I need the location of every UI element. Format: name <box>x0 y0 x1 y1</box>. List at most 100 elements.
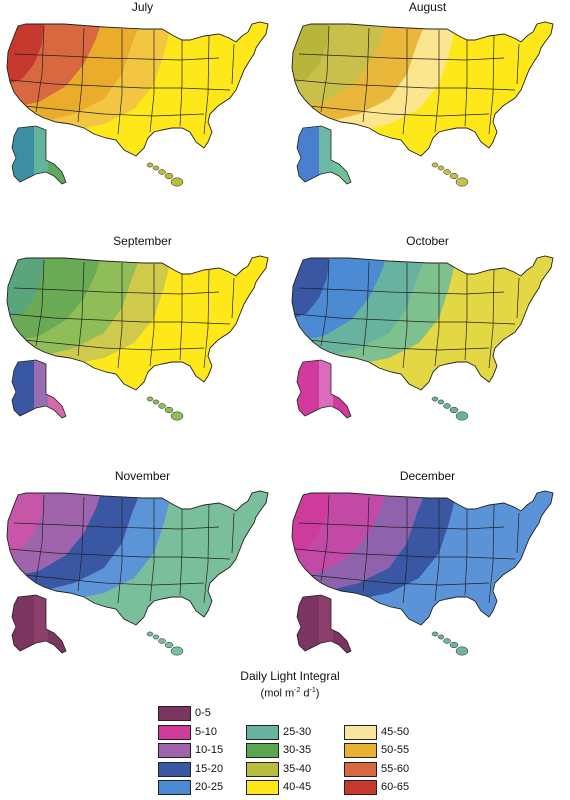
hawaii-island <box>146 396 154 402</box>
legend-item: 30-35 <box>246 743 366 760</box>
legend-swatch <box>158 780 191 795</box>
state-border <box>149 264 155 367</box>
alaska-region <box>48 126 66 184</box>
us-map <box>6 21 269 187</box>
legend-swatch <box>344 780 377 795</box>
state-border <box>231 43 235 85</box>
state-border <box>434 499 440 602</box>
legend-item: 10-15 <box>158 743 278 760</box>
state-border <box>23 574 205 586</box>
state-border <box>362 27 370 123</box>
alaska-region <box>48 360 66 418</box>
panel-title: November <box>114 469 171 483</box>
panel-title: August <box>408 0 447 14</box>
legend-item: 20-25 <box>158 780 278 797</box>
state-border <box>77 496 85 592</box>
hawaii-island <box>437 634 445 640</box>
legend-swatch <box>158 724 191 740</box>
hawaii-island <box>443 403 451 409</box>
us-map <box>291 255 554 421</box>
legend-swatch <box>158 706 191 721</box>
state-border <box>434 30 440 133</box>
hawaii-island <box>170 177 184 187</box>
alaska-region <box>34 126 48 184</box>
state-border <box>77 261 85 357</box>
state-border <box>488 35 495 135</box>
state-border <box>203 504 210 604</box>
state-border <box>13 53 220 61</box>
alaska-region <box>297 595 319 653</box>
map-region <box>292 493 329 555</box>
panel-title: July <box>131 0 154 14</box>
state-border <box>149 499 155 602</box>
legend-label: 30-35 <box>283 744 312 756</box>
legend-label: 0-5 <box>195 707 211 719</box>
us-outline <box>6 255 269 391</box>
legend-swatch <box>158 743 191 758</box>
hawaii-island <box>152 399 160 405</box>
alaska-region <box>34 595 48 653</box>
map-panel-august: August <box>285 0 570 225</box>
state-border <box>13 287 220 295</box>
map-region <box>7 493 44 555</box>
state-border <box>117 498 123 604</box>
hawaii-island <box>431 396 439 402</box>
state-border <box>516 512 520 554</box>
map-region <box>7 24 44 86</box>
panel-title: December <box>399 469 456 483</box>
map-region <box>292 258 329 320</box>
alaska-outline <box>11 125 67 185</box>
legend-item: 50-55 <box>344 743 464 760</box>
alaska-outline <box>296 125 352 185</box>
hawaii-island <box>146 162 154 168</box>
legend-label: 20-25 <box>195 781 224 793</box>
legend-swatch <box>344 761 377 777</box>
alaska-region <box>12 126 34 184</box>
hawaii-island <box>431 162 439 168</box>
alaska-region <box>48 595 66 653</box>
alaska-region <box>12 360 34 418</box>
panel-title: September <box>113 234 172 248</box>
state-border <box>117 263 123 369</box>
alaska-region <box>297 126 319 184</box>
hawaii-island <box>170 646 184 656</box>
hawaii-island <box>158 403 166 409</box>
alaska-region <box>319 360 333 418</box>
hawaii-island <box>455 177 469 187</box>
state-border <box>203 269 210 369</box>
hawaii-island <box>152 634 160 640</box>
alaska-region <box>333 595 351 653</box>
legend-swatch <box>344 743 377 758</box>
hawaii-island <box>437 399 445 405</box>
us-map <box>291 21 554 187</box>
us-outline <box>6 490 269 626</box>
state-border <box>362 261 370 357</box>
legend-item: 45-50 <box>344 724 464 742</box>
state-border <box>464 38 468 127</box>
state-border <box>298 522 505 530</box>
legend-item: 5-10 <box>158 724 278 742</box>
state-border <box>402 498 408 604</box>
alaska-outline <box>296 594 352 654</box>
hawaii-island <box>455 411 469 421</box>
alaska-region <box>297 360 319 418</box>
hawaii-island <box>158 169 166 175</box>
state-border <box>362 496 370 592</box>
state-border <box>35 259 45 347</box>
state-border <box>320 25 330 113</box>
legend-item: 55-60 <box>344 761 464 779</box>
legend-item: 60-65 <box>344 780 464 797</box>
state-border <box>298 53 505 61</box>
state-border <box>516 277 520 319</box>
state-border <box>434 264 440 367</box>
legend-swatch <box>246 743 279 758</box>
us-outline <box>291 21 554 157</box>
us-outline <box>291 255 554 391</box>
alaska-outline <box>11 359 67 419</box>
legend-label: 10-15 <box>195 744 224 756</box>
hawaii-island <box>431 631 439 637</box>
legend-label: 55-60 <box>381 762 410 775</box>
legend-label: 60-65 <box>381 781 410 793</box>
alaska-outline <box>296 359 352 419</box>
hawaii-island <box>449 406 459 414</box>
